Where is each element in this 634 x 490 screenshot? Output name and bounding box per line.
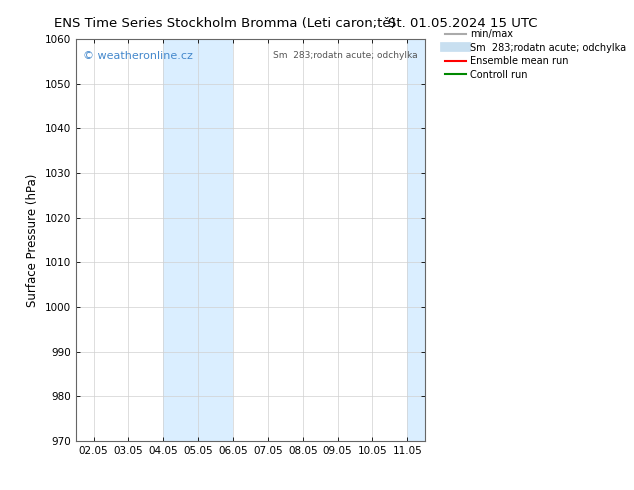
Bar — [164, 39, 233, 441]
Text: Sm  283;rodatn acute; odchylka: Sm 283;rodatn acute; odchylka — [273, 51, 418, 60]
Text: © weatheronline.cz: © weatheronline.cz — [83, 51, 193, 61]
Bar — [408, 39, 434, 441]
Text: St. 01.05.2024 15 UTC: St. 01.05.2024 15 UTC — [388, 17, 538, 30]
Legend: min/max, Sm  283;rodatn acute; odchylka, Ensemble mean run, Controll run: min/max, Sm 283;rodatn acute; odchylka, … — [444, 29, 626, 79]
Y-axis label: Surface Pressure (hPa): Surface Pressure (hPa) — [27, 173, 39, 307]
Text: ENS Time Series Stockholm Bromma (Leti caron;tě): ENS Time Series Stockholm Bromma (Leti c… — [54, 17, 396, 30]
